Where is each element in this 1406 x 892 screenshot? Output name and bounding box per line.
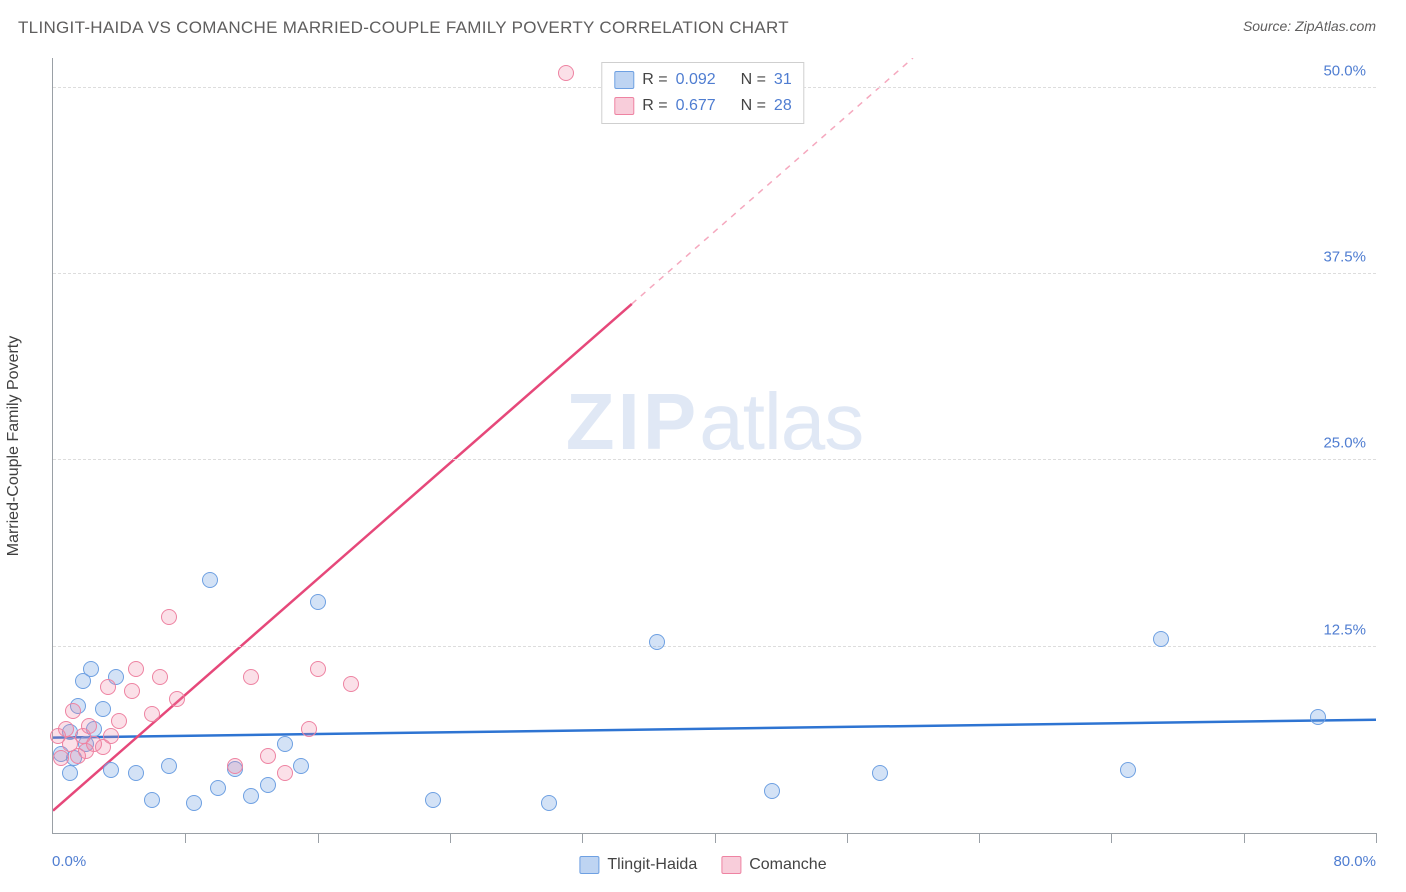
x-tick	[1376, 833, 1377, 843]
trend-line	[53, 720, 1376, 738]
n-value: 31	[774, 67, 792, 93]
data-point	[103, 728, 119, 744]
data-point	[169, 691, 185, 707]
stats-row: R = 0.092 N = 31	[614, 67, 791, 93]
data-point	[210, 780, 226, 796]
stats-legend: R = 0.092 N = 31 R = 0.677 N = 28	[601, 62, 804, 124]
legend-item: Tlingit-Haida	[579, 856, 697, 874]
data-point	[83, 661, 99, 677]
series-legend: Tlingit-Haida Comanche	[579, 856, 826, 874]
data-point	[124, 683, 140, 699]
data-point	[81, 718, 97, 734]
data-point	[144, 706, 160, 722]
source-label: Source: ZipAtlas.com	[1243, 18, 1376, 34]
x-tick	[318, 833, 319, 843]
y-tick-label: 37.5%	[1323, 249, 1366, 266]
data-point	[103, 762, 119, 778]
data-point	[872, 765, 888, 781]
legend-label: Comanche	[749, 856, 826, 874]
x-tick	[450, 833, 451, 843]
swatch-pink	[614, 97, 634, 115]
n-value: 28	[774, 93, 792, 119]
data-point	[161, 609, 177, 625]
y-tick-label: 25.0%	[1323, 435, 1366, 452]
data-point	[558, 65, 574, 81]
x-tick	[1244, 833, 1245, 843]
r-label: R =	[642, 67, 667, 93]
swatch-pink	[721, 856, 741, 874]
data-point	[65, 703, 81, 719]
data-point	[260, 777, 276, 793]
legend-label: Tlingit-Haida	[607, 856, 697, 874]
data-point	[243, 669, 259, 685]
data-point	[70, 748, 86, 764]
watermark: ZIPatlas	[566, 376, 863, 468]
watermark-rest: atlas	[699, 377, 863, 466]
data-point	[95, 701, 111, 717]
x-min-label: 0.0%	[52, 853, 86, 870]
data-point	[293, 758, 309, 774]
chart-title: TLINGIT-HAIDA VS COMANCHE MARRIED-COUPLE…	[18, 18, 789, 38]
legend-item: Comanche	[721, 856, 826, 874]
data-point	[541, 795, 557, 811]
r-value: 0.677	[676, 93, 716, 119]
x-tick	[1111, 833, 1112, 843]
data-point	[128, 661, 144, 677]
n-label: N =	[741, 93, 766, 119]
data-point	[310, 661, 326, 677]
data-point	[1310, 709, 1326, 725]
x-tick	[582, 833, 583, 843]
data-point	[186, 795, 202, 811]
data-point	[343, 676, 359, 692]
y-tick-label: 50.0%	[1323, 62, 1366, 79]
stats-row: R = 0.677 N = 28	[614, 93, 791, 119]
watermark-bold: ZIP	[566, 377, 699, 466]
data-point	[260, 748, 276, 764]
trend-lines	[53, 58, 1376, 833]
data-point	[227, 758, 243, 774]
x-tick	[185, 833, 186, 843]
data-point	[243, 788, 259, 804]
plot-area: ZIPatlas 12.5% 25.0% 37.5% 50.0%	[52, 58, 1376, 834]
data-point	[277, 765, 293, 781]
data-point	[301, 721, 317, 737]
gridline-h	[53, 459, 1376, 460]
data-point	[161, 758, 177, 774]
data-point	[425, 792, 441, 808]
data-point	[128, 765, 144, 781]
data-point	[277, 736, 293, 752]
x-tick	[979, 833, 980, 843]
data-point	[202, 572, 218, 588]
x-max-label: 80.0%	[1333, 853, 1376, 870]
swatch-blue	[614, 71, 634, 89]
r-label: R =	[642, 93, 667, 119]
data-point	[1120, 762, 1136, 778]
trend-line	[53, 304, 632, 811]
y-axis-title: Married-Couple Family Poverty	[5, 336, 23, 557]
data-point	[53, 750, 69, 766]
y-tick-label: 12.5%	[1323, 621, 1366, 638]
gridline-h	[53, 273, 1376, 274]
gridline-h	[53, 646, 1376, 647]
data-point	[100, 679, 116, 695]
data-point	[310, 594, 326, 610]
data-point	[62, 765, 78, 781]
data-point	[1153, 631, 1169, 647]
swatch-blue	[579, 856, 599, 874]
x-tick	[847, 833, 848, 843]
data-point	[58, 721, 74, 737]
r-value: 0.092	[676, 67, 716, 93]
data-point	[649, 634, 665, 650]
data-point	[764, 783, 780, 799]
data-point	[111, 713, 127, 729]
x-tick	[715, 833, 716, 843]
data-point	[152, 669, 168, 685]
data-point	[144, 792, 160, 808]
n-label: N =	[741, 67, 766, 93]
